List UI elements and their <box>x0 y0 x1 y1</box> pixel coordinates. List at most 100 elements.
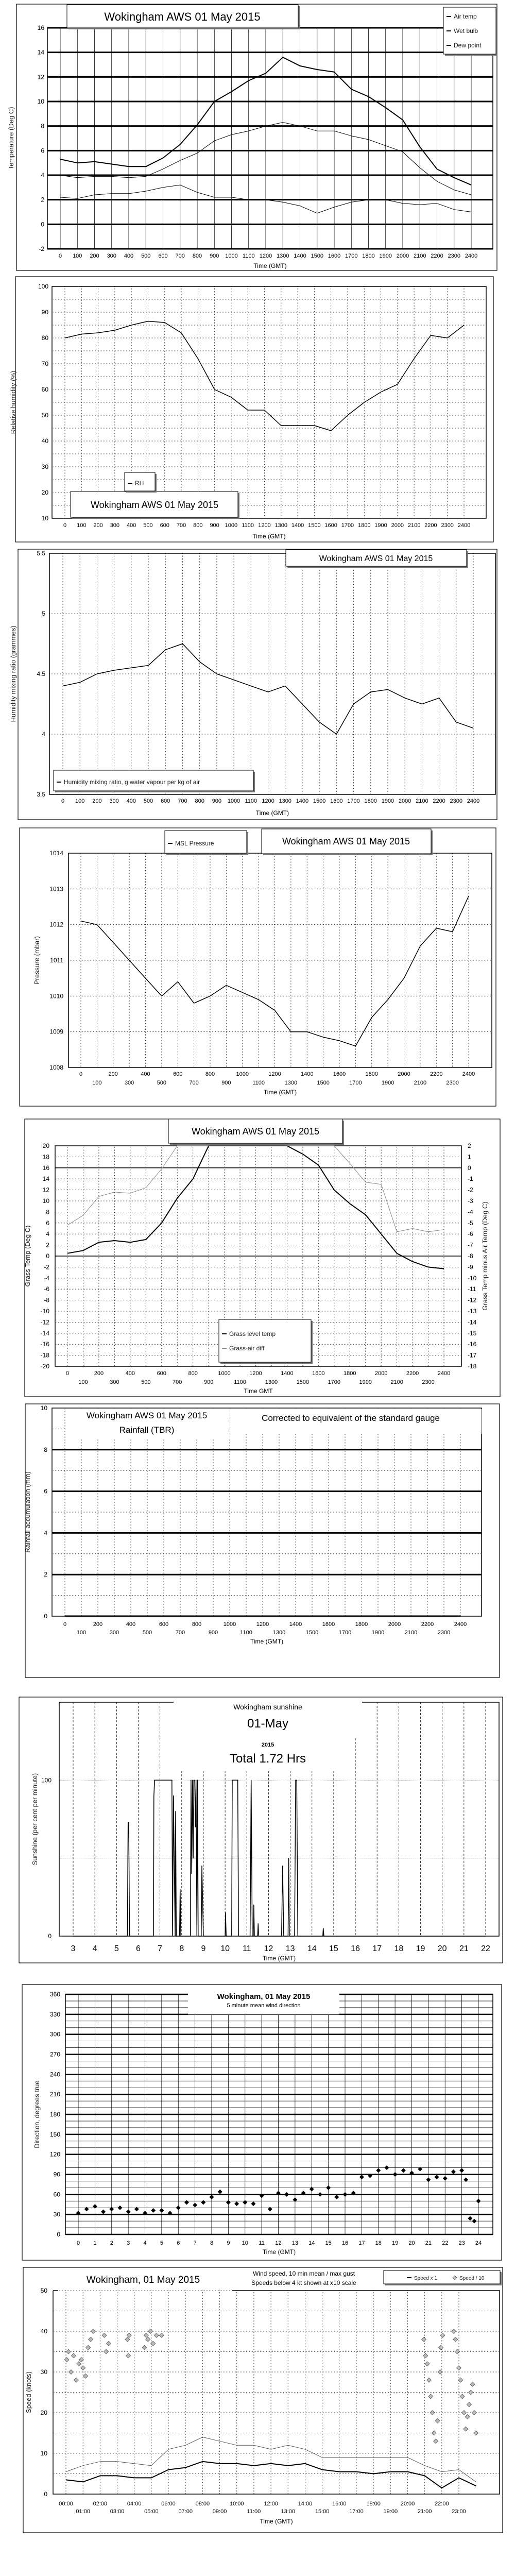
y-axis-title: Speed (knots) <box>25 2371 32 2413</box>
x-tick-label: 2200 <box>421 1621 434 1628</box>
chart-frame <box>19 827 496 1107</box>
y-tick-label: 8 <box>44 1446 47 1453</box>
x-tick-label: 800 <box>195 798 204 804</box>
y-tick-label: 0 <box>44 1613 47 1620</box>
x-tick-label: 1200 <box>256 1621 269 1628</box>
x-tick-label: 07:00 <box>178 2509 193 2515</box>
data-point-diamond <box>426 2377 432 2383</box>
x-tick-label: 21:00 <box>418 2509 432 2515</box>
x-tick-label: 2300 <box>441 522 453 529</box>
data-point-diamond <box>84 2207 89 2212</box>
x-tick-label: 2000 <box>388 1621 401 1628</box>
x-tick-label: 2400 <box>438 1370 450 1377</box>
x-tick-label: 1400 <box>296 798 308 804</box>
y2-tick-label: -8 <box>468 1252 473 1260</box>
y2-tick-label: -18 <box>468 1363 477 1370</box>
data-point-diamond <box>423 2353 428 2359</box>
x-tick-label: 9 <box>227 2240 230 2246</box>
data-point-diamond <box>464 2177 469 2182</box>
y-tick-label: 50 <box>42 412 49 419</box>
x-tick-label: 400 <box>126 1370 135 1377</box>
y-tick-label: 70 <box>42 360 49 367</box>
x-tick-label: 18:00 <box>366 2501 381 2507</box>
y2-tick-label: -17 <box>468 1352 477 1359</box>
x-tick-label: 500 <box>144 798 153 804</box>
chart-title: Wokingham, 01 May 2015 <box>217 1992 311 2001</box>
y-tick-label: 5.5 <box>37 550 45 557</box>
x-tick-label: 4 <box>143 2240 146 2246</box>
data-point-diamond <box>309 2187 314 2192</box>
x-tick-label: 100 <box>78 1379 88 1385</box>
x-tick-label: 600 <box>157 1370 166 1377</box>
x-tick-label: 23 <box>459 2240 465 2246</box>
plot-border <box>52 286 487 519</box>
x-tick-label: 500 <box>143 522 152 529</box>
x-tick-label: 600 <box>159 1621 168 1628</box>
x-tick-label: 500 <box>143 1630 152 1636</box>
y2-tick-label: -16 <box>468 1341 477 1348</box>
x-tick-label: 15 <box>325 2240 332 2246</box>
data-point-diamond <box>167 2211 173 2216</box>
data-point-diamond <box>409 2171 414 2176</box>
y-tick-label: -16 <box>41 1341 50 1348</box>
data-point-diamond <box>451 2169 456 2174</box>
x-tick-label: 1600 <box>328 253 340 259</box>
x-tick-label: 22 <box>442 2240 448 2246</box>
x-tick-label: 1000 <box>225 253 237 259</box>
y2-tick-label: -10 <box>468 1275 477 1282</box>
x-tick-label: 1400 <box>289 1621 302 1628</box>
data-point-diamond <box>126 2353 131 2359</box>
x-tick-label: 900 <box>210 522 219 529</box>
x-tick-label: 15 <box>329 1944 338 1953</box>
chart-title: Wokingham sunshine <box>233 1703 302 1711</box>
y-tick-label: 40 <box>41 2328 48 2335</box>
x-tick-label: 2300 <box>422 1379 434 1385</box>
x-axis-title: Time (GMT) <box>250 1638 283 1645</box>
x-tick-label: 2000 <box>399 798 411 804</box>
x-tick-label: 8 <box>210 2240 213 2246</box>
data-point-diamond <box>103 2349 109 2354</box>
data-point-diamond <box>259 2193 264 2198</box>
data-point-diamond <box>435 2418 440 2424</box>
data-point-diamond <box>465 2414 470 2419</box>
x-tick-label: 600 <box>161 798 170 804</box>
series-line-0 <box>64 320 465 431</box>
x-tick-label: 900 <box>204 1379 213 1385</box>
series-line-0 <box>62 643 474 735</box>
y-tick-label: 60 <box>42 386 49 393</box>
x-tick-label: 18 <box>375 2240 382 2246</box>
x-tick-label: 1600 <box>324 522 337 529</box>
x-tick-label: 08:00 <box>196 2501 210 2507</box>
x-tick-label: 8 <box>179 1944 184 1953</box>
y2-axis-title: Grass Temp minus Air Temp (Deg C) <box>481 1201 489 1310</box>
chart-title: 2015 <box>262 1742 274 1748</box>
y-tick-label: 6 <box>46 1219 49 1227</box>
chart-frame <box>23 2267 503 2533</box>
x-tick-label: 2200 <box>406 1370 419 1377</box>
series-line-1 <box>65 2436 476 2482</box>
y-tick-label: 10 <box>42 515 49 522</box>
x-tick-label: 4 <box>93 1944 97 1953</box>
data-point-diamond <box>134 2207 139 2212</box>
x-tick-label: 7 <box>194 2240 197 2246</box>
x-tick-label: 1300 <box>273 1630 285 1636</box>
x-tick-label: 01:00 <box>76 2509 90 2515</box>
y2-tick-label: -12 <box>468 1297 477 1304</box>
y-tick-label: 4.5 <box>37 670 45 677</box>
chart-title: Rainfall (TBR) <box>119 1425 175 1435</box>
data-point-diamond <box>470 2381 475 2387</box>
x-tick-label: 1800 <box>362 253 374 259</box>
y-tick-label: 210 <box>50 2091 60 2098</box>
y2-tick-label: 2 <box>468 1142 471 1149</box>
x-tick-label: 700 <box>189 1080 198 1086</box>
data-point-diamond <box>83 2373 89 2379</box>
x-tick-label: 100 <box>77 1630 86 1636</box>
x-tick-label: 2400 <box>454 1621 467 1628</box>
data-point-diamond <box>64 2357 70 2363</box>
y-tick-label: 2 <box>41 196 44 204</box>
data-point-diamond <box>458 2377 464 2383</box>
y-tick-label: 30 <box>42 463 49 470</box>
x-tick-label: 300 <box>109 798 118 804</box>
y-tick-label: 18 <box>43 1153 50 1160</box>
legend-box <box>164 830 247 854</box>
